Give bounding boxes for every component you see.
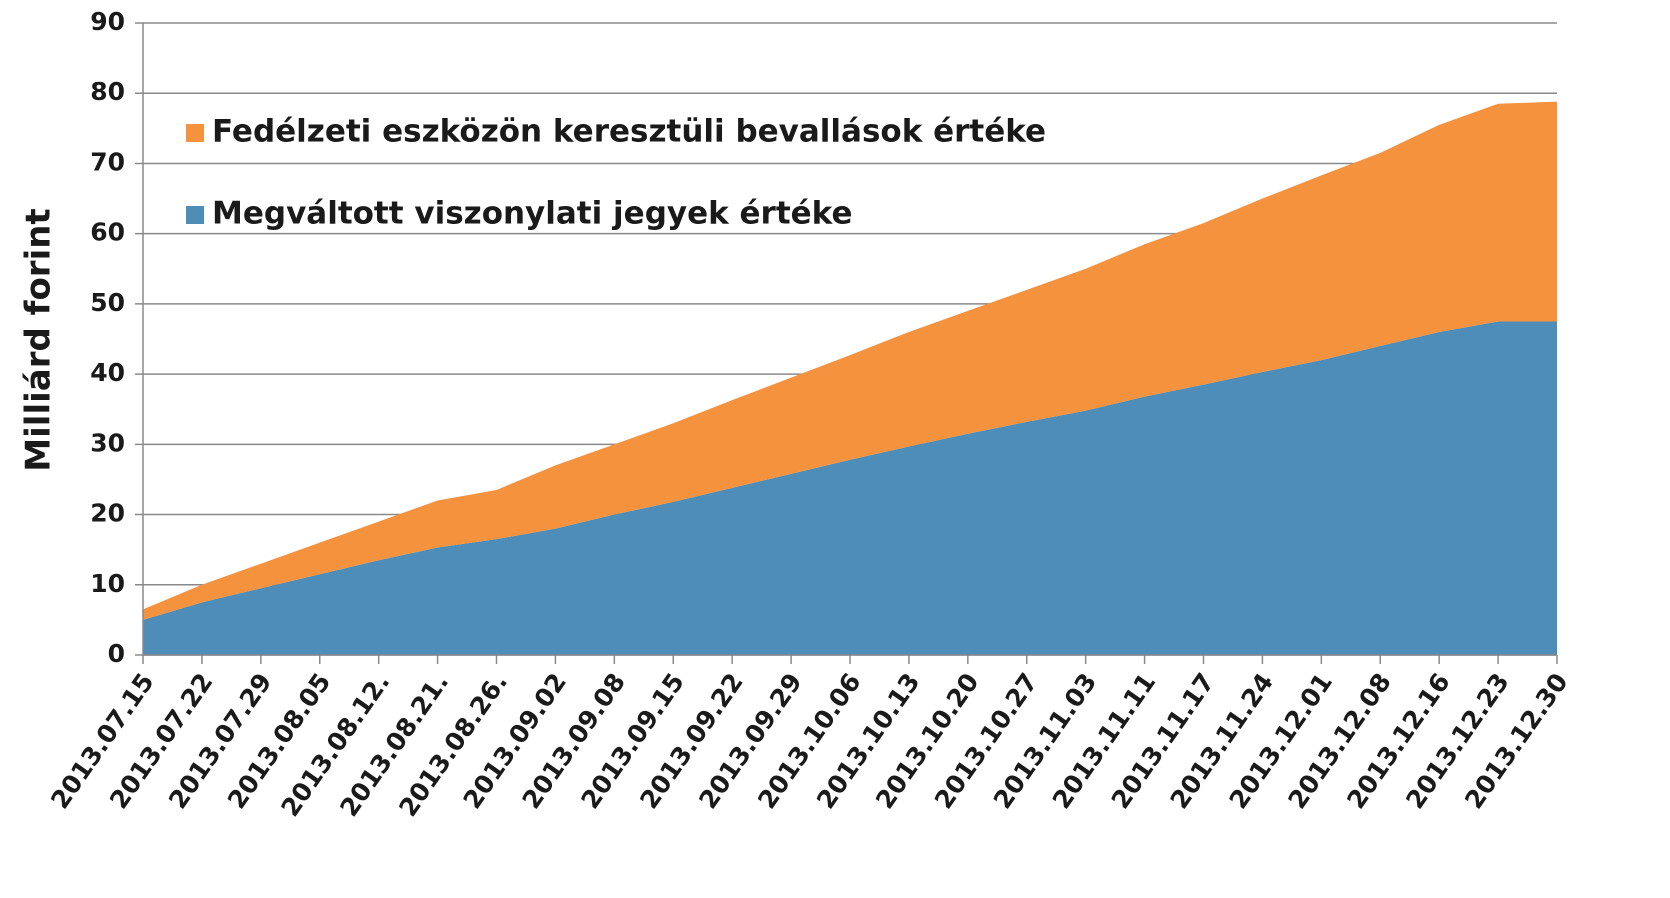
y-tick-label: 90 <box>90 7 125 36</box>
y-tick-label: 70 <box>90 147 125 176</box>
y-tick-label: 60 <box>90 218 125 247</box>
y-tick-label: 80 <box>90 77 125 106</box>
legend-label: Megváltott viszonylati jegyek értéke <box>212 196 853 232</box>
y-tick-label: 20 <box>90 499 125 528</box>
y-tick-label: 0 <box>108 639 125 668</box>
area <box>143 321 1557 655</box>
y-tick-label: 10 <box>90 569 125 598</box>
y-axis-label: Milliárd forint <box>19 208 59 471</box>
legend-swatch <box>186 206 204 224</box>
y-tick-label: 40 <box>90 358 125 387</box>
legend-label: Fedélzeti eszközön keresztüli bevallások… <box>212 114 1046 150</box>
y-tick-label: 50 <box>90 288 125 317</box>
y-tick-label: 30 <box>90 428 125 457</box>
area <box>143 101 1557 620</box>
legend-swatch <box>186 124 204 142</box>
